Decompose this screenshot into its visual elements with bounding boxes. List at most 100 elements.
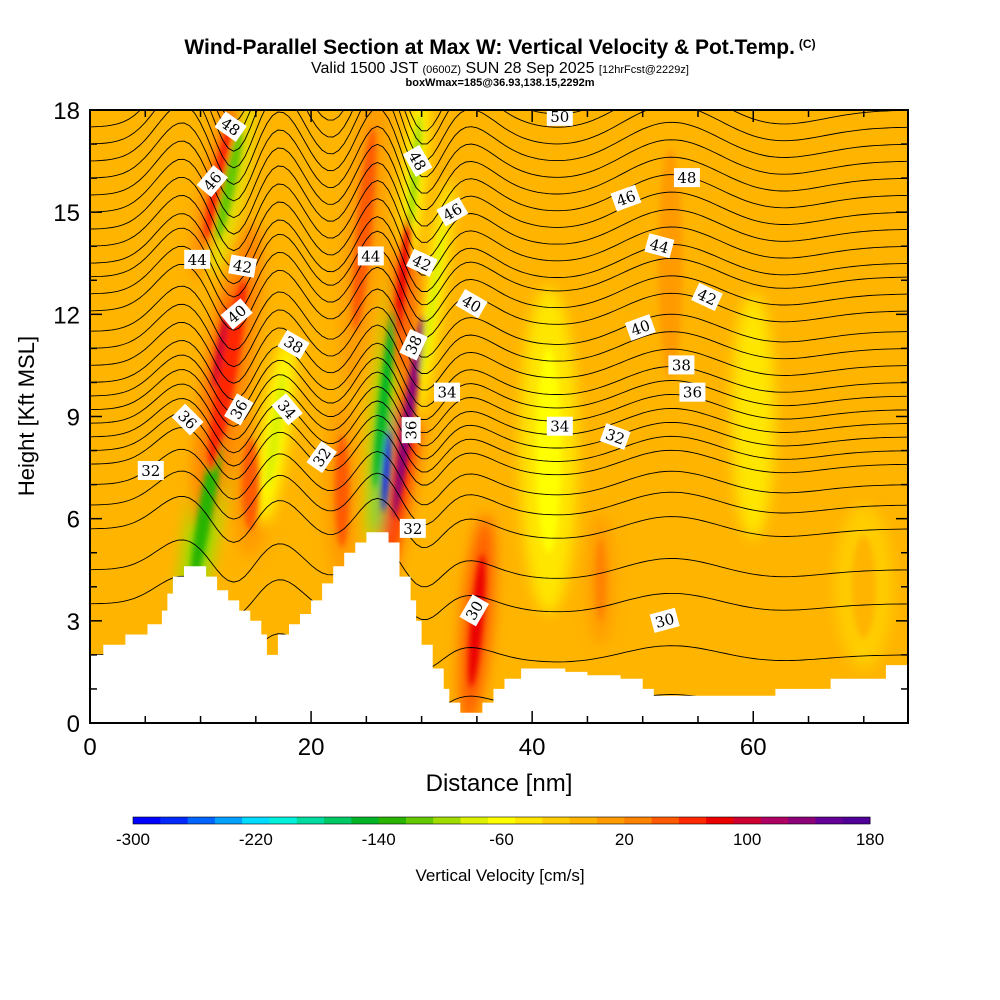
contour-label-bg bbox=[691, 282, 723, 311]
contour-label-bg bbox=[399, 328, 428, 361]
theta-contour bbox=[90, 412, 908, 473]
contour-label: 44 bbox=[357, 246, 384, 266]
contour-label-text: 36 bbox=[683, 384, 702, 402]
contour-label-bg bbox=[436, 197, 469, 227]
w-cell-core bbox=[207, 280, 247, 472]
theta-contour bbox=[90, 195, 908, 276]
theta-contour bbox=[90, 158, 908, 243]
contour-label-text: 50 bbox=[550, 108, 569, 126]
contour-label-bg bbox=[171, 403, 204, 436]
contour-label: 34 bbox=[434, 382, 461, 402]
contour-label: 50 bbox=[546, 108, 573, 126]
colorbar-swatch bbox=[214, 817, 243, 824]
colorbar-swatch bbox=[651, 817, 680, 824]
w-cell-core bbox=[536, 348, 561, 553]
contour-label-bg bbox=[184, 249, 211, 269]
theta-contour bbox=[90, 427, 908, 486]
theta-contour bbox=[90, 263, 908, 338]
theta-contour bbox=[90, 539, 908, 588]
theta-contour bbox=[90, 227, 908, 306]
theta-contour bbox=[90, 496, 908, 548]
terrain bbox=[90, 532, 908, 723]
contour-label-text: 40 bbox=[628, 316, 652, 339]
colorbar-swatch bbox=[269, 817, 298, 824]
contour-label-bg bbox=[224, 393, 254, 426]
contour-label: 32 bbox=[306, 440, 337, 474]
contour-label-text: 32 bbox=[603, 425, 627, 448]
colorbar-tick-label: -300 bbox=[116, 830, 150, 849]
colorbar-tick-label: 100 bbox=[733, 830, 761, 849]
contour-label-bg bbox=[277, 329, 310, 360]
colorbar-swatch bbox=[542, 817, 571, 824]
theta-contour bbox=[90, 470, 908, 525]
theta-contour bbox=[90, 383, 908, 447]
x-tick-label: 0 bbox=[83, 734, 96, 761]
contour-label: 34 bbox=[546, 416, 573, 436]
contour-label: 36 bbox=[679, 382, 706, 402]
theta-contour bbox=[90, 110, 908, 178]
contour-label-text: 42 bbox=[232, 256, 254, 277]
contour-label-text: 44 bbox=[188, 251, 207, 269]
contour-label-bg bbox=[271, 393, 303, 426]
contour-label-bg bbox=[406, 248, 438, 277]
w-cell-core bbox=[658, 148, 683, 379]
contour-label-bg bbox=[546, 110, 573, 126]
theta-contour bbox=[90, 448, 908, 506]
contour-label-text: 34 bbox=[550, 418, 569, 436]
contour-label-bg bbox=[306, 440, 337, 474]
colorbar-tick-label: -220 bbox=[239, 830, 273, 849]
contour-label: 32 bbox=[399, 518, 426, 538]
colorbar-swatch bbox=[405, 817, 434, 824]
contour-label-bg bbox=[673, 168, 700, 188]
contour-label-bg bbox=[546, 416, 573, 436]
colorbar-swatch bbox=[815, 817, 844, 824]
contour-label-text: 44 bbox=[361, 247, 380, 265]
colorbar-swatch bbox=[569, 817, 598, 824]
w-cell-core bbox=[382, 430, 391, 512]
contour-label: 40 bbox=[624, 314, 656, 341]
theta-contour bbox=[90, 245, 908, 322]
colorbar-swatch bbox=[187, 817, 216, 824]
w-cell-core bbox=[334, 435, 350, 548]
y-axis-label: Height [Kft MSL] bbox=[14, 336, 39, 496]
theta-contour bbox=[90, 321, 908, 391]
contour-label: 38 bbox=[668, 355, 695, 375]
colorbar-swatch bbox=[160, 817, 189, 824]
contour-label-text: 30 bbox=[653, 610, 676, 632]
colorbar-tick-label: 20 bbox=[615, 830, 634, 849]
theta-contour bbox=[90, 110, 908, 161]
y-tick-label: 3 bbox=[67, 609, 80, 636]
theta-contour bbox=[90, 122, 908, 210]
contour-label: 34 bbox=[271, 393, 303, 426]
chart-subtitle: Valid 1500 JST (0600Z) SUN 28 Sep 2025 [… bbox=[311, 60, 689, 77]
theta-contour bbox=[90, 303, 908, 374]
contour-label-bg bbox=[228, 254, 258, 278]
contour-label-bg bbox=[668, 355, 695, 375]
contour-label-bg bbox=[402, 144, 433, 177]
contour-label-bg bbox=[137, 460, 164, 480]
contour-label-text: 48 bbox=[677, 169, 696, 187]
w-cell-core bbox=[595, 539, 607, 621]
contour-label: 32 bbox=[137, 460, 164, 480]
colorbar-swatch bbox=[460, 817, 489, 824]
contour-label: 46 bbox=[610, 184, 642, 212]
contour-label: 44 bbox=[184, 249, 211, 269]
contour-label-bg bbox=[220, 298, 253, 330]
colorbar-label: Vertical Velocity [cm/s] bbox=[415, 866, 584, 885]
colorbar-swatch bbox=[842, 817, 871, 824]
x-tick-label: 20 bbox=[298, 734, 325, 761]
colorbar-swatch bbox=[760, 817, 789, 824]
x-axis: 0 20 40 60 bbox=[83, 110, 865, 761]
contour-label-text: 32 bbox=[141, 462, 160, 480]
w-cell-core bbox=[212, 308, 229, 389]
contour-label-text: 44 bbox=[648, 235, 671, 257]
contour-label-bg bbox=[649, 607, 680, 633]
contour-label-bg bbox=[399, 518, 426, 538]
colorbar-swatch bbox=[433, 817, 462, 824]
contour-label-bg bbox=[455, 288, 488, 319]
contour-label-text: 32 bbox=[403, 520, 422, 538]
colorbar-swatch bbox=[515, 817, 543, 824]
contour-label-text: 36 bbox=[403, 421, 421, 440]
